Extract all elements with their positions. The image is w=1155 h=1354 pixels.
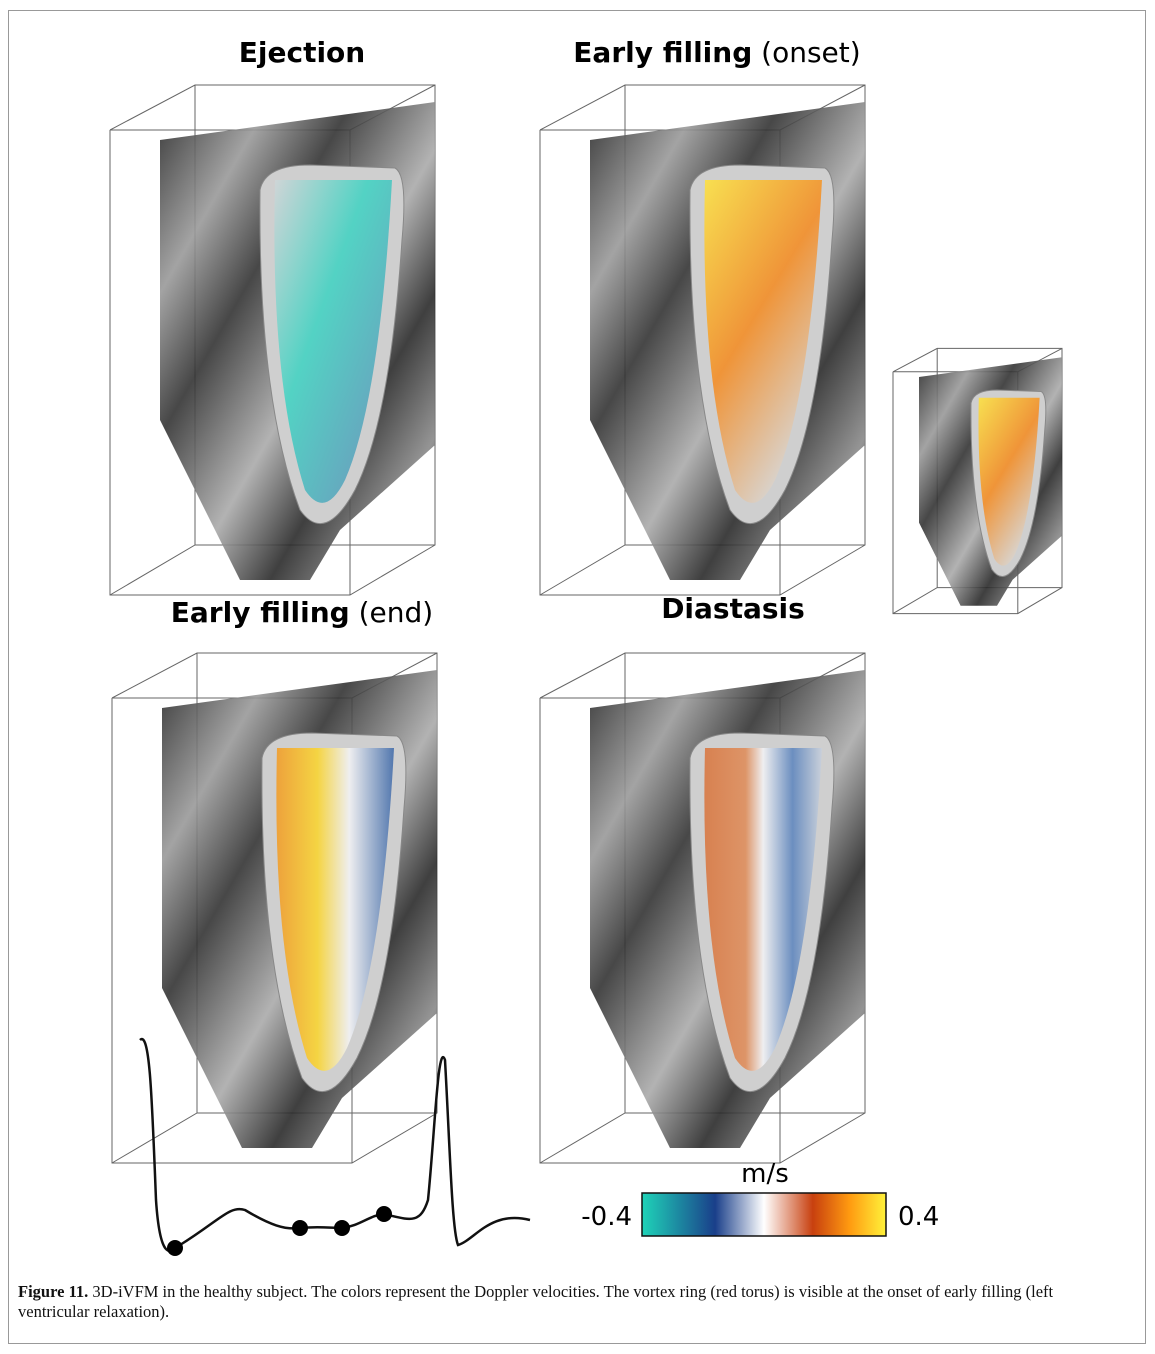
colorbar [642,1193,886,1236]
ecg-marker [376,1206,392,1222]
panel-title: Ejection [239,36,365,69]
ecg-marker [167,1240,183,1256]
panel-title: Diastasis [661,592,805,625]
panel-title-note: (end) [359,596,434,629]
page: Ejection Early filling (onset) Early fil… [0,0,1155,1354]
figure: Ejection Early filling (onset) Early fil… [0,0,1155,1354]
panel-title-main: Early filling [573,36,752,69]
colorbar-min: -0.4 [581,1202,632,1232]
panel-title: Early filling (onset) [573,36,860,69]
panel-title: Early filling (end) [171,596,433,629]
ecg-marker [334,1220,350,1236]
caption: Figure 11. 3D-iVFM in the healthy subjec… [18,1282,1128,1322]
caption-label: Figure 11. [18,1282,88,1301]
panel-title-main: Diastasis [661,592,805,625]
panel-title-main: Early filling [171,596,350,629]
colorbar-unit: m/s [741,1159,789,1189]
colorbar-max: 0.4 [898,1202,939,1232]
ecg-marker [292,1220,308,1236]
caption-text: 3D-iVFM in the healthy subject. The colo… [18,1282,1053,1321]
panel-title-main: Ejection [239,36,365,69]
panel-title-note: (onset) [761,36,861,69]
